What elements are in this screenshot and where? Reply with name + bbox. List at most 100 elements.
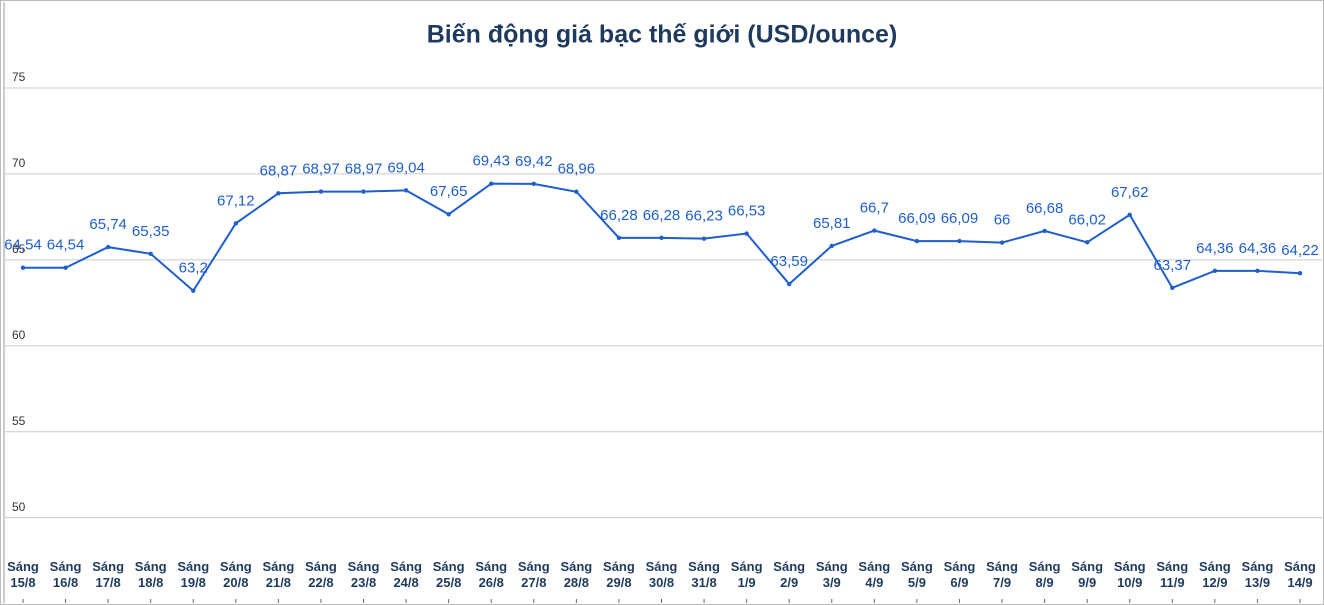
x-tick-label: Sáng 17/8: [92, 559, 124, 590]
data-label: 67,65: [430, 183, 468, 200]
data-label: 63,59: [770, 253, 808, 270]
point: [1255, 268, 1260, 274]
x-tick-label-line: Sáng: [348, 559, 380, 574]
x-tick-label: Sáng 2/9: [773, 559, 805, 590]
x-tick-label: Sáng 22/8: [305, 559, 337, 590]
x-tick-label-line: 18/8: [138, 575, 163, 590]
x-tick-label: Sáng 24/8: [390, 559, 422, 590]
x-tick-label: Sáng 30/8: [646, 559, 678, 590]
data-label: 66,68: [1026, 200, 1064, 217]
x-tick-label-line: Sáng: [1199, 559, 1231, 574]
point: [744, 231, 749, 236]
x-tick-label: Sáng 26/8: [475, 559, 507, 590]
data-label: 67,62: [1111, 184, 1149, 201]
point: [403, 188, 409, 193]
x-tick-label-line: 19/8: [181, 575, 206, 590]
point: [63, 265, 68, 270]
data-label: 68,97: [302, 161, 340, 178]
point: [872, 228, 877, 233]
x-tick-label: Sáng 8/9: [1029, 559, 1061, 590]
data-label: 63,37: [1154, 257, 1192, 274]
x-tick-label: Sáng 20/8: [220, 559, 252, 590]
x-tick-label-line: Sáng: [1156, 559, 1188, 574]
point: [105, 244, 111, 250]
x-tick-label-line: 16/8: [53, 575, 78, 590]
point: [1127, 212, 1132, 217]
x-tick-label-line: Sáng: [986, 559, 1018, 574]
x-tick-label-line: 11/9: [1160, 575, 1185, 590]
x-tick-label-line: Sáng: [177, 559, 209, 574]
data-label: 66,02: [1068, 211, 1106, 228]
x-tick-label-line: 27/8: [521, 575, 546, 590]
x-tick-label-line: Sáng: [688, 559, 720, 574]
x-tick-label-line: 10/9: [1117, 575, 1142, 590]
x-tick-label-line: Sáng: [646, 559, 678, 574]
x-tick-label-line: 31/8: [691, 575, 716, 590]
point: [446, 212, 451, 217]
x-tick-label-line: 29/8: [606, 575, 631, 590]
point: [829, 243, 834, 249]
data-label: 66,28: [643, 207, 681, 224]
data-label: 63,2: [179, 260, 208, 277]
x-tick-label-line: 9/9: [1078, 575, 1096, 590]
point: [191, 288, 196, 293]
x-tick-label-line: Sáng: [944, 559, 976, 574]
x-tick-label-line: 13/9: [1245, 575, 1270, 590]
x-tick-label: Sáng 15/8: [7, 559, 39, 590]
x-tick-label-line: 7/9: [993, 575, 1011, 590]
data-label: 66,23: [685, 208, 723, 225]
x-tick-label-line: 17/8: [95, 575, 120, 590]
x-tick-label: Sáng 21/8: [263, 559, 295, 590]
data-label: 68,97: [345, 161, 383, 178]
y-tick-label: 65: [12, 242, 26, 256]
x-tick-label: Sáng 1/9: [731, 559, 763, 590]
x-tick-label-line: 25/8: [436, 575, 461, 590]
x-tick-label-line: Sáng: [773, 559, 805, 574]
x-tick-label: Sáng 11/9: [1156, 559, 1188, 590]
y-tick-label: 50: [12, 500, 26, 514]
x-tick-label: Sáng 28/8: [560, 559, 592, 590]
y-tick-label: 70: [12, 156, 26, 170]
y-tick-label: 75: [12, 70, 26, 84]
x-tick-label: Sáng 16/8: [50, 559, 82, 590]
x-tick-label: Sáng 27/8: [518, 559, 550, 590]
x-tick-label-line: 24/8: [393, 575, 418, 590]
x-tick-label: Sáng 10/9: [1114, 559, 1146, 590]
point: [531, 181, 536, 187]
data-label: 64,36: [1196, 240, 1234, 257]
point: [276, 191, 281, 196]
data-label: 69,42: [515, 153, 553, 170]
x-tick-label-line: Sáng: [305, 559, 337, 574]
point: [659, 235, 664, 241]
data-label: 66,09: [898, 210, 936, 227]
data-label: 69,43: [472, 153, 510, 170]
data-label: 68,96: [558, 161, 596, 178]
point: [1212, 268, 1218, 274]
data-label: 69,04: [387, 159, 425, 176]
point: [361, 189, 366, 194]
x-tick-label-line: Sáng: [858, 559, 890, 574]
point: [574, 189, 579, 194]
x-tick-label-line: 30/8: [649, 575, 674, 590]
y-tick-label: 55: [12, 414, 26, 428]
point: [701, 236, 707, 241]
x-tick-label-line: Sáng: [263, 559, 295, 574]
x-tick-label: Sáng 12/9: [1199, 559, 1231, 590]
x-tick-label: Sáng 13/9: [1242, 559, 1274, 590]
x-tick-label-line: Sáng: [603, 559, 635, 574]
data-label: 66,7: [860, 200, 889, 217]
point: [1170, 285, 1175, 291]
point: [148, 251, 153, 256]
x-tick-label-line: Sáng: [433, 559, 465, 574]
x-tick-label-line: 23/8: [351, 575, 376, 590]
x-tick-label-line: 26/8: [479, 575, 504, 590]
x-tick-label: Sáng 23/8: [348, 559, 380, 590]
x-tick-label-line: Sáng: [220, 559, 252, 574]
x-tick-label-line: Sáng: [816, 559, 848, 574]
x-tick-label: Sáng 5/9: [901, 559, 933, 590]
point: [957, 238, 962, 244]
x-tick-label-line: 3/9: [823, 575, 841, 590]
x-tick-label: Sáng 25/8: [433, 559, 465, 590]
data-label: 66,28: [600, 207, 638, 224]
